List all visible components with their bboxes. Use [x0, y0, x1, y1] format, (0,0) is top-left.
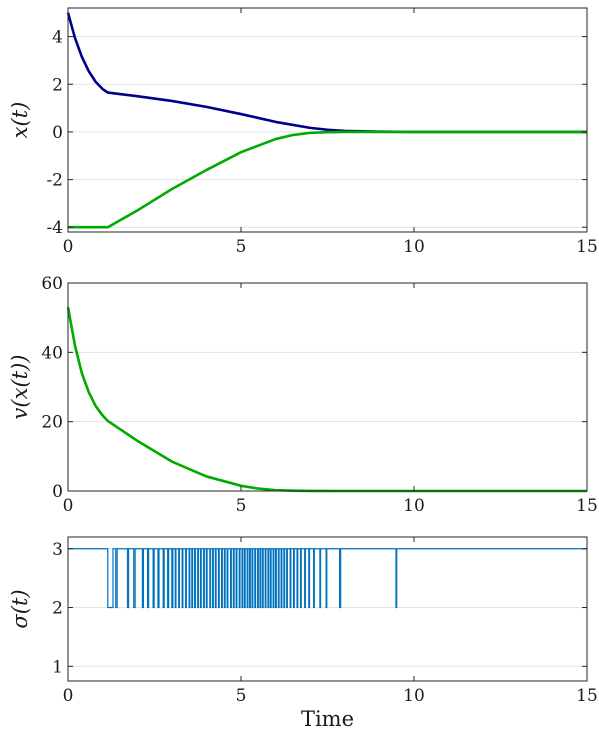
y-tick-label: 0 — [52, 482, 63, 502]
series-line — [66, 307, 587, 493]
y-tick-label: 3 — [52, 540, 63, 560]
x-tick-label: 0 — [63, 237, 74, 257]
y-tick-labels: 0 20 40 60 — [41, 274, 63, 502]
tick-marks — [67, 8, 588, 232]
plot-frame — [67, 536, 588, 682]
series-lines — [68, 548, 587, 609]
x-tick-label: 10 — [403, 237, 425, 257]
panel-v-of-x: 0 5 10 15 0 20 40 60 v(x(t)) — [8, 274, 598, 516]
x-tick-label: 5 — [236, 237, 247, 257]
series-line — [68, 548, 587, 609]
series-line — [66, 12, 587, 134]
y-tick-label: 20 — [41, 413, 63, 433]
grid-lines — [68, 548, 587, 667]
x-tick-label: 15 — [576, 496, 598, 516]
y-tick-label: -4 — [46, 218, 63, 238]
y-tick-label: 1 — [52, 657, 63, 677]
y-tick-label: 2 — [52, 75, 63, 95]
x-tick-labels: 0 5 10 15 — [63, 496, 598, 516]
x-tick-label: 0 — [63, 686, 74, 706]
y-tick-label: 60 — [41, 274, 63, 294]
y-tick-labels: -4 -2 0 2 4 — [46, 28, 63, 239]
tick-marks — [67, 537, 588, 681]
plot-frame — [67, 282, 588, 492]
y-tick-label: 40 — [41, 343, 63, 363]
tick-marks — [67, 282, 588, 492]
x-axis-label: Time — [301, 707, 354, 731]
x-tick-label: 5 — [236, 686, 247, 706]
x-tick-labels: 0 5 10 15 — [63, 237, 598, 257]
y-axis-label: x(t) — [8, 102, 32, 139]
x-tick-label: 0 — [63, 496, 74, 516]
x-tick-label: 10 — [403, 686, 425, 706]
y-tick-label: 0 — [52, 123, 63, 143]
x-tick-label: 5 — [236, 496, 247, 516]
grid-lines — [68, 351, 587, 423]
y-axis-label: σ(t) — [8, 589, 32, 628]
y-tick-label: 4 — [52, 28, 63, 48]
x-tick-label: 15 — [576, 237, 598, 257]
series-lines — [66, 307, 587, 493]
panel-sigma-of-t: 0 5 10 15 1 2 3 σ(t) Time — [8, 536, 598, 731]
series-line — [68, 130, 587, 229]
plot-frame — [67, 7, 588, 233]
x-tick-labels: 0 5 10 15 — [63, 686, 598, 706]
x-tick-label: 10 — [403, 496, 425, 516]
series-lines — [66, 12, 587, 229]
y-tick-labels: 1 2 3 — [52, 540, 63, 678]
y-tick-label: 2 — [52, 599, 63, 619]
x-tick-label: 15 — [576, 686, 598, 706]
panel-x-of-t: 0 5 10 15 -4 -2 0 2 4 x(t) — [8, 7, 598, 257]
y-axis-label: v(x(t)) — [8, 355, 32, 420]
y-tick-label: -2 — [46, 171, 63, 191]
